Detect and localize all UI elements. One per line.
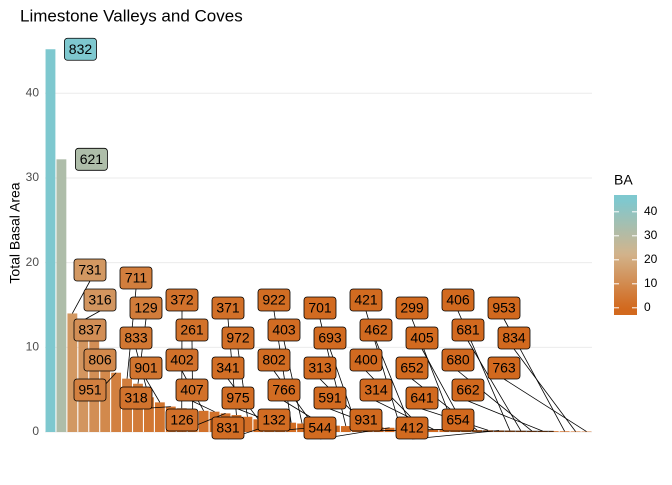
data-label: 299	[400, 300, 424, 316]
legend-tick-label: 30	[644, 228, 658, 242]
legend-tick-label: 0	[644, 300, 651, 314]
data-label: 313	[308, 360, 332, 376]
data-label: 763	[492, 360, 516, 376]
legend-colorbar	[614, 195, 637, 315]
data-label: 405	[410, 330, 434, 346]
data-label: 681	[456, 322, 480, 338]
data-label: 132	[262, 412, 286, 428]
bar	[199, 411, 209, 432]
chart-title: Limestone Valleys and Coves	[20, 6, 243, 25]
bar	[111, 373, 121, 432]
bar	[46, 49, 56, 432]
y-tick-label: 10	[26, 339, 40, 353]
data-label: 421	[354, 292, 378, 308]
data-label: 662	[456, 382, 480, 398]
y-tick-label: 0	[32, 424, 39, 438]
data-label: 400	[354, 352, 378, 368]
data-label: 316	[88, 292, 112, 308]
data-label: 837	[78, 322, 102, 338]
data-label: 834	[502, 330, 526, 346]
data-label: 972	[226, 330, 250, 346]
data-label: 407	[180, 382, 204, 398]
data-label: 462	[364, 322, 388, 338]
data-label: 341	[216, 360, 240, 376]
data-label: 402	[170, 352, 194, 368]
data-label: 951	[78, 382, 102, 398]
legend-tick-label: 20	[644, 252, 658, 266]
data-label: 403	[272, 322, 296, 338]
data-label: 711	[125, 270, 148, 286]
y-tick-label: 30	[26, 170, 40, 184]
label-connector	[468, 401, 543, 431]
bar	[341, 426, 351, 432]
bar	[571, 431, 581, 432]
data-label: 654	[446, 412, 470, 428]
y-tick-label: 40	[26, 85, 40, 99]
data-label: 621	[80, 151, 104, 167]
data-label: 412	[400, 420, 424, 436]
data-label: 314	[364, 382, 388, 398]
data-label: 544	[308, 420, 332, 436]
data-label: 922	[262, 292, 286, 308]
data-label: 371	[216, 300, 240, 316]
data-label: 126	[170, 412, 194, 428]
legend-tick-label: 10	[644, 276, 658, 290]
bar	[560, 431, 570, 432]
data-label: 832	[69, 41, 93, 57]
data-label: 693	[318, 330, 342, 346]
data-label: 641	[410, 390, 434, 406]
data-label: 806	[88, 352, 112, 368]
data-label: 953	[492, 300, 516, 316]
bar	[56, 159, 66, 432]
data-label: 975	[226, 390, 250, 406]
data-label: 931	[354, 412, 378, 428]
data-label: 766	[272, 382, 296, 398]
legend-title: BA	[614, 172, 633, 188]
data-label: 591	[318, 390, 342, 406]
data-label: 701	[308, 300, 332, 316]
legend-tick-label: 40	[644, 204, 658, 218]
data-label: 261	[180, 322, 204, 338]
data-label: 318	[124, 390, 148, 406]
data-label: 129	[134, 300, 158, 316]
y-tick-label: 20	[26, 255, 40, 269]
data-label: 802	[262, 352, 286, 368]
data-label: 901	[134, 360, 158, 376]
data-label: 372	[170, 292, 194, 308]
data-label: 652	[400, 360, 424, 376]
data-label: 833	[124, 330, 148, 346]
data-label: 731	[78, 262, 102, 278]
data-label: 406	[446, 292, 470, 308]
data-label: 831	[216, 420, 240, 436]
data-label: 680	[446, 352, 470, 368]
y-axis-title: Total Basal Area	[7, 182, 23, 283]
